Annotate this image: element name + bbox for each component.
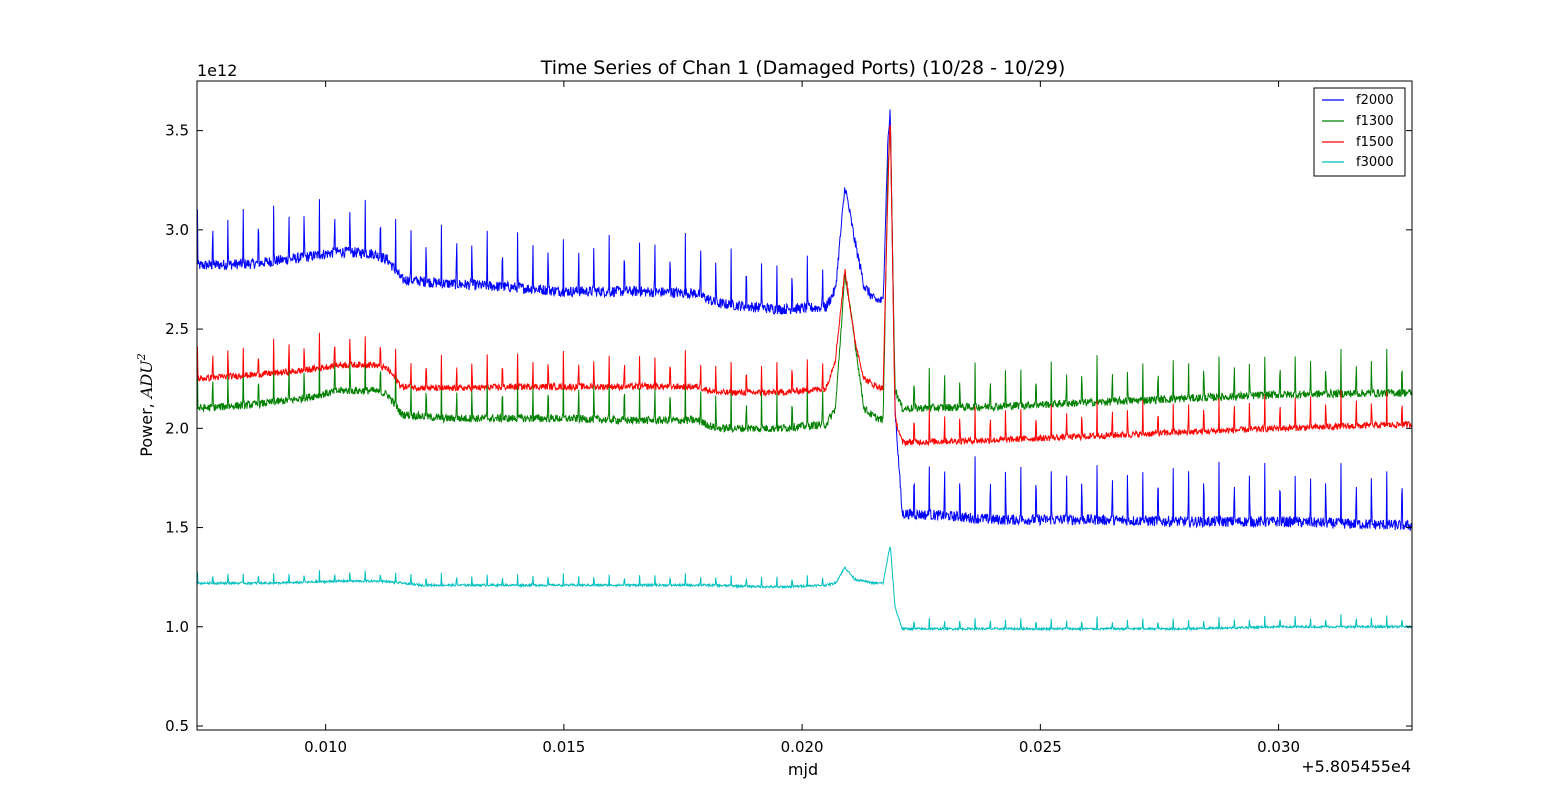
legend-label-f1300: f1300 [1356,114,1394,129]
series-line-f2000 [197,109,1412,532]
x-tick-label: 0.010 [304,738,347,756]
y-axis-label-prefix: Power, [137,398,156,457]
legend-label-f2000: f2000 [1356,93,1394,108]
y-tick-label: 3.0 [165,221,189,239]
y-axis-ticks: 0.5 1.0 1.5 2.0 2.5 3.0 3.5 [165,122,1412,735]
legend-box [1313,87,1406,177]
plot-frame [196,80,1413,731]
x-tick-label: 0.020 [781,738,824,756]
series-layer [197,109,1412,632]
y-tick-label: 1.0 [165,618,189,636]
y-axis-label-exponent: 2 [135,353,148,361]
y-tick-label: 2.0 [165,419,189,437]
series-line-f1500 [197,124,1412,447]
chart-title: Time Series of Chan 1 (Damaged Ports) (1… [540,57,1066,79]
x-axis-ticks: 0.010 0.015 0.020 0.025 0.030 [304,81,1300,756]
x-tick-label: 0.025 [1019,738,1062,756]
y-exponent-label: 1e12 [197,61,237,80]
x-tick-label: 0.030 [1257,738,1300,756]
series-line-f1300 [197,128,1412,434]
legend: f2000 f1300 f1500 f3000 [1313,87,1406,177]
y-tick-label: 2.5 [165,320,189,338]
x-offset-label: +5.805455e4 [1301,757,1411,776]
y-tick-label: 3.5 [165,122,189,140]
series-line-f3000 [197,546,1412,632]
svg-text:Power, ADU2: Power, ADU2 [135,353,156,456]
y-tick-label: 0.5 [165,717,189,735]
x-tick-label: 0.015 [542,738,585,756]
x-axis-label: mjd [788,760,818,779]
legend-label-f3000: f3000 [1356,155,1394,170]
y-axis-label-math: ADU [137,360,156,400]
y-tick-label: 1.5 [165,519,189,537]
legend-label-f1500: f1500 [1356,135,1394,150]
y-axis-label: Power, ADU2 [135,353,156,456]
